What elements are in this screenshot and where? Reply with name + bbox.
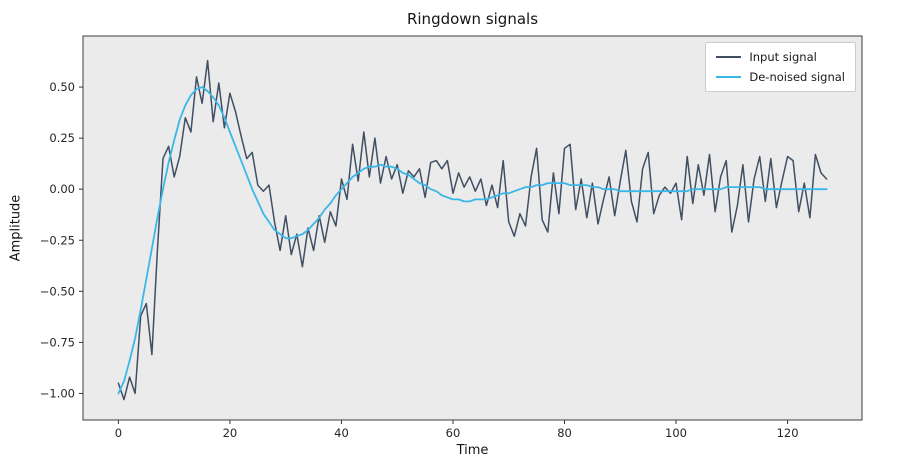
svg-text:0.25: 0.25 xyxy=(49,131,75,145)
legend-item-denoised-signal: De-noised signal xyxy=(716,70,845,84)
svg-text:40: 40 xyxy=(334,426,349,440)
legend-item-input-signal: Input signal xyxy=(716,50,845,64)
svg-text:60: 60 xyxy=(446,426,461,440)
legend-label-denoised: De-noised signal xyxy=(749,70,845,84)
legend-label-input: Input signal xyxy=(749,50,817,64)
svg-text:0: 0 xyxy=(115,426,122,440)
x-axis-label: Time xyxy=(456,443,489,458)
svg-text:−0.50: −0.50 xyxy=(40,284,75,298)
svg-text:−0.25: −0.25 xyxy=(40,233,75,247)
svg-text:20: 20 xyxy=(223,426,238,440)
legend: Input signal De-noised signal xyxy=(705,42,856,92)
legend-line-swatch-denoised xyxy=(716,76,742,78)
svg-text:80: 80 xyxy=(557,426,572,440)
svg-text:−1.00: −1.00 xyxy=(40,386,75,400)
y-axis-label: Amplitude xyxy=(8,194,24,262)
chart-title: Ringdown signals xyxy=(406,10,539,28)
svg-text:120: 120 xyxy=(777,426,799,440)
svg-text:0.00: 0.00 xyxy=(49,182,75,196)
svg-text:100: 100 xyxy=(665,426,687,440)
legend-line-swatch-input xyxy=(716,56,742,58)
svg-text:−0.75: −0.75 xyxy=(40,335,75,349)
svg-text:0.50: 0.50 xyxy=(49,80,75,94)
